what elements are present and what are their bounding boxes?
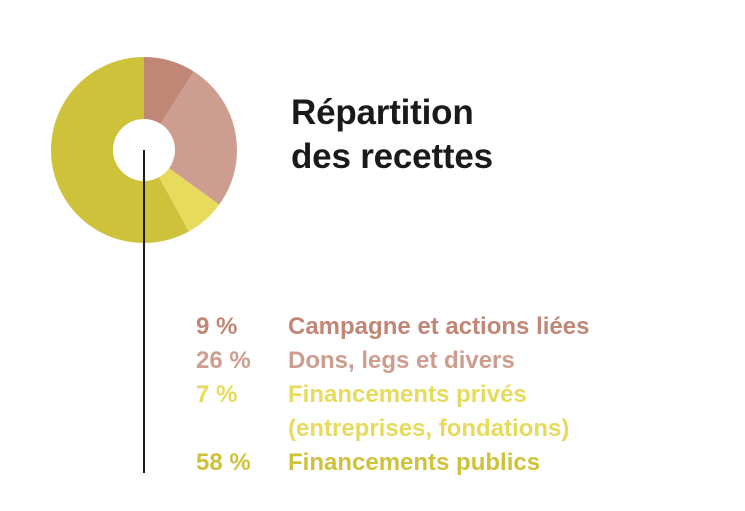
legend-label-financements-prives-line-2: (entreprises, fondations) — [288, 415, 570, 442]
legend-row-financements-publics: 58 % Financements publics — [196, 446, 708, 480]
title-line-1: Répartition — [291, 93, 474, 132]
legend-value-dons: 26 % — [196, 347, 251, 374]
donut-chart — [50, 57, 237, 243]
legend-label-financements-prives-line-1: Financements privés — [288, 381, 527, 408]
legend-label-financements-publics: Financements publics — [288, 449, 541, 476]
legend-row-financements-prives: 7 % Financements privés (entreprises, fo… — [196, 378, 708, 446]
donut-slice-3 — [158, 168, 220, 232]
legend-label-financements-prives: Financements privés (entreprises, fondat… — [288, 378, 708, 446]
legend-row-campagne: 9 % Campagne et actions liées — [196, 310, 708, 344]
legend-row-dons: 26 % Dons, legs et divers — [196, 344, 708, 378]
legend-label-dons: Dons, legs et divers — [288, 347, 515, 374]
donut-slice-1 — [144, 57, 194, 124]
legend-value-campagne: 9 % — [196, 313, 238, 340]
legend-label-campagne: Campagne et actions liées — [288, 313, 590, 340]
leader-line — [143, 150, 145, 473]
title-line-2: des recettes — [291, 137, 493, 176]
donut-slice-4 — [50, 57, 189, 243]
legend: 9 % Campagne et actions liées 26 % Dons,… — [196, 310, 708, 480]
legend-value-financements-publics: 58 % — [196, 449, 251, 476]
chart-title: Répartition des recettes — [291, 91, 493, 179]
donut-slice-2 — [160, 71, 237, 205]
legend-value-financements-prives: 7 % — [196, 381, 238, 408]
